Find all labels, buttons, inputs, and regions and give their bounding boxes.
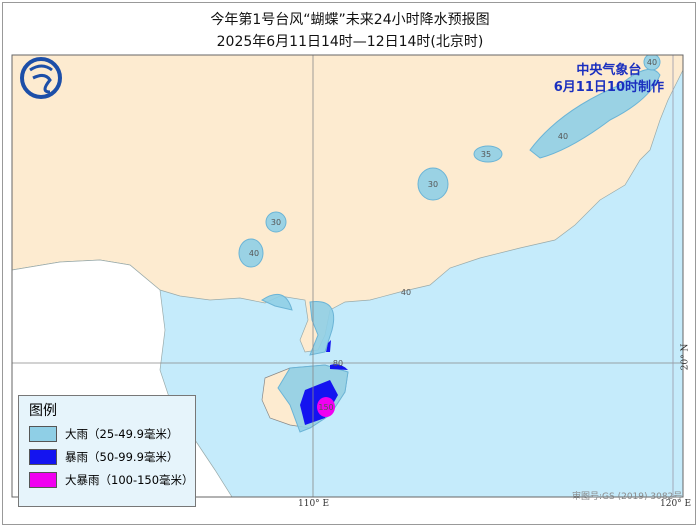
contour-label: 30 — [271, 218, 281, 227]
legend-label: 大雨（25-49.9毫米） — [65, 427, 179, 441]
legend-item-torrential-rain: 大暴雨（100-150毫米） — [29, 472, 194, 488]
contour-labels: 30 40 30 35 40 40 40 80 150 — [249, 58, 657, 412]
rainstorm-area-northcoast — [330, 364, 348, 370]
legend-label: 大暴雨（100-150毫米） — [65, 473, 194, 487]
heavy-rain-area — [417, 167, 449, 201]
map-subtitle: 2025年6月11日14时—12日14时(北京时) — [216, 34, 484, 50]
contour-label: 40 — [558, 132, 568, 141]
contour-label: 35 — [481, 150, 491, 159]
heavy-rain-area — [643, 55, 661, 71]
legend-swatch — [29, 449, 57, 465]
map-frame — [11, 54, 684, 498]
legend-swatch — [29, 426, 57, 442]
contour-label: 40 — [647, 58, 657, 67]
china-land — [12, 55, 683, 353]
legend-swatch — [29, 472, 57, 488]
contour-label: 40 — [401, 288, 411, 297]
issue-time: 6月11日10时制作 — [553, 80, 664, 95]
contour-label: 150 — [318, 403, 333, 412]
legend-item-heavy-rain: 大雨（25-49.9毫米） — [29, 426, 178, 442]
agency-name: 中央气象台 — [576, 63, 642, 78]
lon-label-120e: 120° E — [660, 499, 692, 509]
contour-label: 30 — [428, 180, 438, 189]
heavy-rain-area — [265, 211, 287, 233]
rainstorm-area-north — [326, 340, 331, 352]
cma-logo-icon — [20, 57, 62, 99]
lon-label-110e: 110° E — [298, 499, 330, 509]
torrential-rain-area — [317, 397, 335, 417]
heavy-rain-area — [238, 238, 264, 268]
heavy-rain-area-leizhou — [309, 301, 335, 356]
legend-item-rainstorm: 暴雨（50-99.9毫米） — [29, 449, 178, 465]
agency-stamp: 中央气象台 6月11日10时制作 — [554, 62, 664, 96]
contour-label: 40 — [249, 249, 259, 258]
legend: 图例 大雨（25-49.9毫米） 暴雨（50-99.9毫米） 大暴雨（100-1… — [18, 395, 196, 507]
contour-label: 80 — [333, 359, 343, 368]
legend-title: 图例 — [29, 403, 57, 419]
heavy-rain-area — [473, 145, 503, 163]
heavy-rain-area-guangxi-coast — [260, 293, 293, 311]
map-title: 今年第1号台风“蝴蝶”未来24小时降水预报图 — [210, 12, 490, 28]
map-approval-number: 审图号:GS (2019) 3082号 — [572, 492, 683, 502]
heavy-rain-area-northeast — [529, 68, 661, 159]
legend-label: 暴雨（50-99.9毫米） — [65, 450, 179, 464]
lat-label-20n: 20° N — [680, 343, 691, 371]
